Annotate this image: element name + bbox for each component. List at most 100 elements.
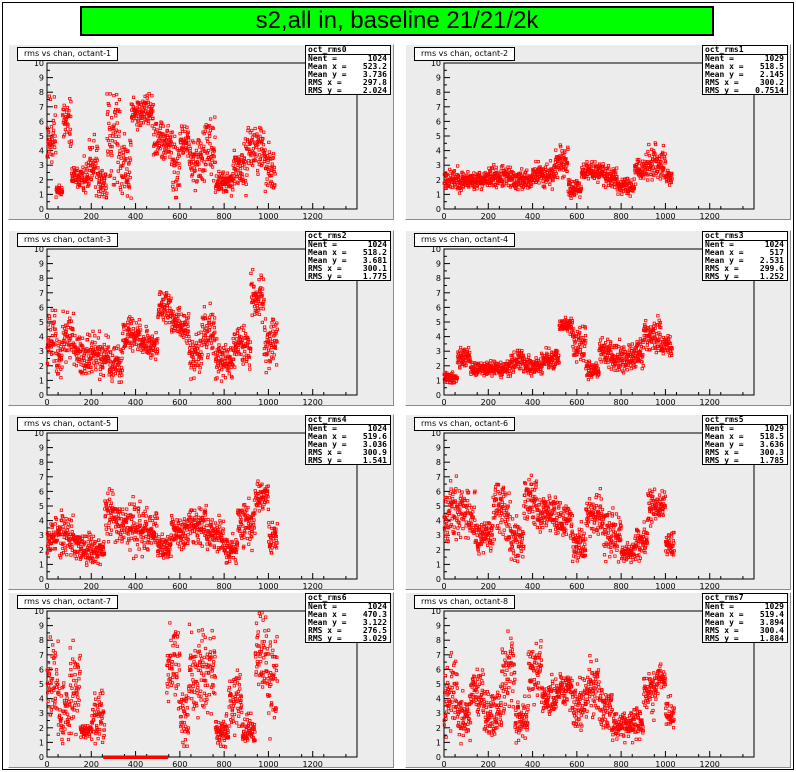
data-point — [191, 178, 195, 183]
data-point — [121, 331, 125, 335]
data-point — [135, 522, 139, 526]
data-point — [119, 380, 123, 384]
data-point — [131, 495, 135, 499]
y-tick-label: 7 — [39, 289, 44, 298]
data-point — [105, 349, 109, 353]
y-tick-label: 1 — [39, 190, 44, 199]
data-point — [502, 183, 506, 187]
data-point — [58, 353, 62, 358]
data-point — [103, 514, 107, 518]
data-point — [94, 560, 98, 564]
data-point — [77, 359, 81, 363]
data-point — [654, 351, 658, 355]
data-point — [601, 167, 605, 171]
data-point — [641, 364, 645, 368]
data-point — [61, 112, 65, 117]
data-point — [272, 353, 276, 357]
data-point — [459, 188, 463, 192]
data-point — [577, 183, 581, 187]
data-point — [459, 345, 463, 350]
data-point — [195, 179, 199, 183]
data-point — [132, 556, 136, 561]
data-point — [275, 340, 279, 344]
data-point — [110, 379, 114, 383]
data-point — [141, 512, 145, 516]
data-point — [213, 115, 217, 119]
data-point — [186, 316, 190, 320]
data-point — [63, 127, 68, 131]
data-point — [451, 370, 455, 374]
data-point — [232, 177, 236, 181]
data-point — [641, 340, 645, 344]
data-point — [128, 502, 132, 506]
data-point — [203, 316, 208, 320]
data-point — [144, 106, 148, 111]
data-point — [188, 146, 192, 151]
data-point — [609, 367, 613, 371]
data-point — [129, 536, 133, 540]
data-point — [271, 357, 275, 361]
data-point — [146, 548, 150, 552]
data-point — [176, 171, 180, 175]
data-point — [251, 285, 256, 289]
data-point — [89, 365, 93, 369]
data-point — [257, 297, 261, 301]
data-point — [529, 182, 533, 186]
data-point — [129, 140, 133, 144]
data-point — [159, 135, 163, 139]
data-point — [191, 157, 195, 161]
data-point — [134, 321, 138, 325]
data-point — [119, 156, 123, 160]
data-point — [163, 156, 167, 160]
data-point — [206, 140, 210, 144]
data-point — [69, 519, 73, 523]
data-point — [47, 314, 51, 318]
data-point — [128, 548, 132, 552]
data-point — [180, 129, 185, 133]
stats-value: 523.2 — [362, 62, 387, 71]
data-point — [64, 548, 68, 552]
y-tick-label: 4 — [436, 333, 441, 342]
data-point — [137, 318, 141, 322]
x-tick-label: 600 — [569, 212, 584, 221]
data-point — [606, 164, 611, 168]
data-point — [143, 339, 148, 343]
data-point — [668, 341, 673, 346]
data-point — [82, 154, 86, 158]
data-point — [85, 180, 89, 184]
stats-value: 300.2 — [759, 78, 784, 87]
data-point — [56, 344, 60, 348]
data-point — [187, 338, 191, 342]
data-point — [90, 342, 94, 346]
stats-label: Mean x = — [705, 248, 744, 257]
y-tick-label: 10 — [34, 59, 44, 68]
data-point — [231, 188, 235, 192]
data-point — [245, 167, 249, 171]
data-point — [154, 122, 159, 126]
data-point — [185, 125, 189, 129]
data-point — [249, 154, 253, 158]
data-point — [271, 329, 275, 333]
data-point — [257, 312, 261, 316]
data-point — [119, 517, 123, 521]
stats-label: RMS y = — [705, 86, 739, 95]
data-point — [197, 139, 201, 143]
data-point — [75, 166, 79, 170]
data-point — [126, 532, 131, 536]
data-point — [559, 145, 563, 149]
data-point — [613, 172, 618, 176]
data-point — [457, 191, 462, 195]
data-point — [260, 287, 265, 291]
plot-pad-1: 0 1 2 3 4 5 6 7 8 9 10 0 200 400 600 800 1000 1200 rms vs … — [8, 44, 394, 221]
data-point — [134, 342, 138, 346]
data-point — [88, 532, 92, 536]
data-point — [77, 335, 82, 339]
data-point — [193, 168, 197, 172]
y-tick-label: 0 — [39, 391, 44, 400]
data-point — [49, 145, 53, 149]
data-point — [57, 363, 61, 367]
data-point — [523, 171, 527, 175]
data-point — [189, 377, 193, 381]
data-point — [584, 339, 588, 343]
data-point — [228, 355, 232, 359]
